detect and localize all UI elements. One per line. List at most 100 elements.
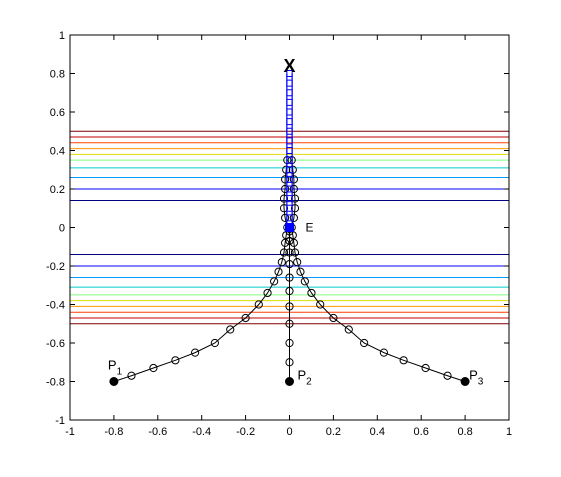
chain-left-node-21 [281,175,290,184]
chain-left-node-12 [277,258,286,267]
chain-right-node-10 [300,277,309,286]
chain-left-node-10 [270,277,279,286]
blue-point-1 [286,214,293,222]
chain-right-node-11 [296,267,305,276]
chain-right-node-7 [329,313,338,323]
chain-center-node-8 [285,248,294,257]
y-tick-label-2: 0.6 [50,107,65,119]
chain-right-node-18 [290,204,300,213]
blue-point-11 [286,118,293,126]
blue-point-5 [286,175,293,183]
chain-left-node-2 [149,363,158,373]
x-tick-label-3: -0.4 [192,426,211,438]
anchor-label-sub: 1 [117,367,123,378]
anchor-label-p1: P1 [108,358,123,378]
chain-right-node-21 [289,175,298,184]
chain-left-node-3 [171,356,180,365]
chain-left-node-11 [274,267,283,276]
chain-right-node-14 [289,238,298,247]
chain-left-node-13 [279,248,289,257]
blue-point-10 [286,127,293,135]
chain-left-node-17 [281,213,290,222]
blue-point-16 [286,70,293,77]
x-tick-label-6: 0.2 [326,426,341,438]
chain-right-node-8 [316,300,325,309]
chain-right-node-2 [421,363,430,373]
blue-point-9 [286,137,293,145]
y-tick-label-0: 1 [59,30,65,42]
chain-center-node-7 [285,259,294,269]
chain-left-node-20 [281,184,290,194]
chain-right-node-13 [290,248,300,257]
y-tick-label-5: 0 [59,223,65,235]
end-effector-marker [285,223,294,232]
anchor-points [109,377,470,386]
chain-right-node-20 [289,184,298,194]
blue-point-8 [286,147,293,154]
x-tick-label-7: 0.4 [370,426,385,438]
x-tick-label-8: 0.6 [414,426,429,438]
anchor-label-p3: P3 [469,368,484,388]
chain-right-node-12 [293,258,302,267]
y-tick-label-3: 0.4 [50,146,65,158]
blue-point-3 [286,195,293,203]
x-tick-label-0: -1 [65,426,75,438]
chain-center-node-6 [285,273,294,282]
chain-right-node-3 [399,356,408,365]
y-tick-label-7: -0.4 [46,300,65,312]
y-tick-label-10: -1 [55,415,65,427]
chain-left-node-19 [279,194,289,203]
chain-center-node-1 [285,358,294,367]
chain-right-node-6 [344,325,353,334]
chain-left-node-18 [279,204,289,213]
anchor-label-main: P [298,368,307,383]
chain-right-node-19 [290,194,300,203]
blue-point-6 [286,166,293,174]
y-tick-label-4: 0.2 [50,184,65,196]
blue-trajectory [285,70,294,232]
y-tick-label-6: -0.2 [46,261,65,273]
chain-center-node-2 [285,338,294,348]
blue-point-2 [286,204,293,212]
chain-left-node-14 [281,238,290,247]
anchor-label-main: P [469,368,478,383]
chain-left-node-22 [282,165,291,174]
chain-right-node-4 [379,348,388,357]
chain-right-node-17 [289,213,298,222]
chain-left-node-4 [191,348,200,357]
chain-right-node-5 [360,338,369,348]
x-tick-label-10: 1 [506,426,512,438]
y-tick-label-1: 0.8 [50,69,65,81]
blue-point-12 [286,108,293,116]
chain-left-node-5 [210,338,219,348]
anchor-label-p2: P2 [298,368,313,388]
x-tick-label-9: 0.8 [457,426,472,438]
chain-center-node-9 [285,236,294,246]
y-tick-label-9: -0.8 [46,377,65,389]
end-effector-label: E [306,221,314,235]
chain-right-node-1 [443,371,452,380]
chain-right-node-22 [288,165,297,174]
anchor-label-sub: 3 [478,377,484,388]
chain-left-node-8 [254,300,263,309]
blue-point-7 [286,156,293,164]
chain-right-line [291,160,466,382]
anchor-label-main: P [108,358,117,373]
chain-center-node-5 [285,286,294,296]
chain-left-node-1 [127,371,136,380]
x-tick-label-2: -0.6 [148,426,167,438]
target-marker: X [283,56,295,76]
anchor-label-sub: 2 [306,377,312,388]
chain-center-node-4 [285,302,294,311]
chain-left-node-9 [263,288,272,298]
linkage-chains [113,156,466,382]
blue-point-15 [286,79,293,87]
chain-left-node-7 [241,313,250,323]
x-tick-label-4: -0.2 [236,426,255,438]
blue-point-4 [286,185,293,193]
anchor-p1 [109,377,119,386]
anchor-p3 [460,377,470,386]
blue-point-14 [286,89,293,97]
y-tick-label-8: -0.6 [46,338,65,350]
